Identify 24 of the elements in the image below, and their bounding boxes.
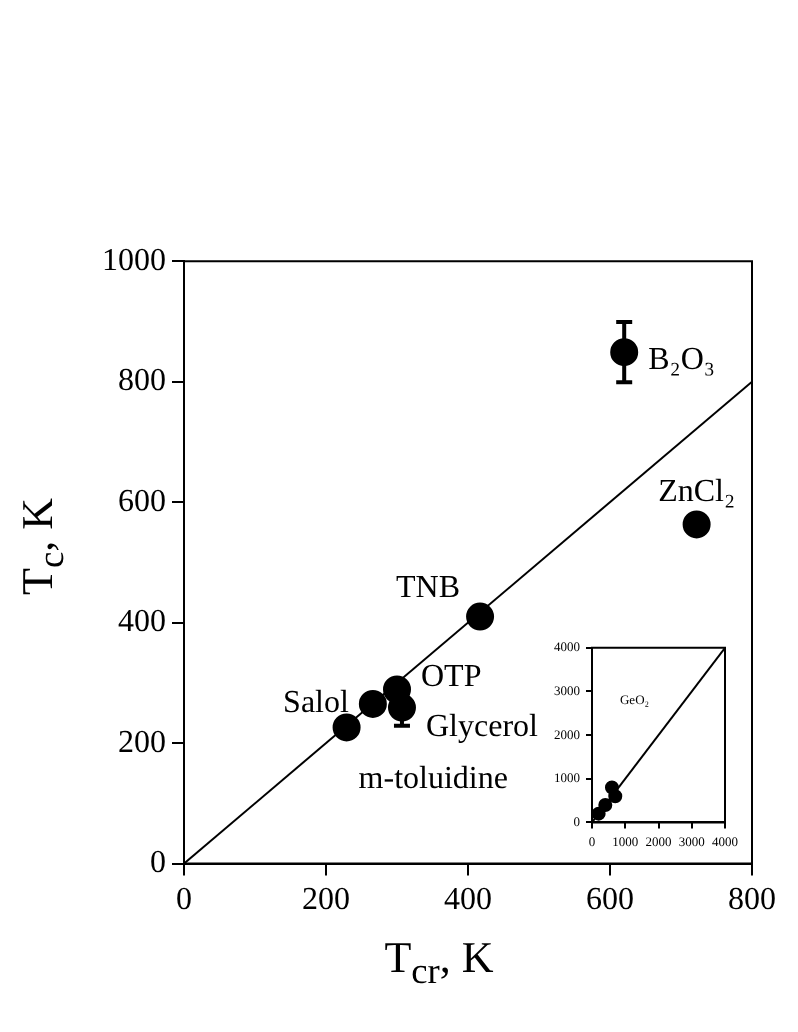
x-tick-label: 400 xyxy=(444,883,492,918)
point xyxy=(466,602,495,631)
y-tick-label: 600 xyxy=(118,484,166,519)
point xyxy=(598,797,613,812)
y-tick-label: 200 xyxy=(118,725,166,760)
x-axis-title: T$_{cr}$, K xyxy=(382,932,496,993)
point xyxy=(682,510,711,539)
x-tick-label: 800 xyxy=(728,883,776,918)
annotation: ZnCl₂ xyxy=(658,474,736,509)
y-tick-label: 800 xyxy=(118,364,166,399)
y-tick-label: 400 xyxy=(118,605,166,640)
y-tick-label: 1000 xyxy=(102,243,166,278)
annotation: Salol xyxy=(283,686,350,721)
point xyxy=(358,689,387,718)
point xyxy=(608,789,623,804)
x-tick-label: 600 xyxy=(586,883,634,918)
annotation: B₂O₃ xyxy=(648,342,715,377)
annotation: OTP xyxy=(421,659,482,694)
annotation: m-toluidine xyxy=(358,761,508,796)
annotation: TNB xyxy=(396,571,461,606)
annotation: Glycerol xyxy=(425,709,540,744)
x-tick-label: 0 xyxy=(176,883,192,918)
x-tick-label: 200 xyxy=(302,883,350,918)
point xyxy=(332,713,361,742)
